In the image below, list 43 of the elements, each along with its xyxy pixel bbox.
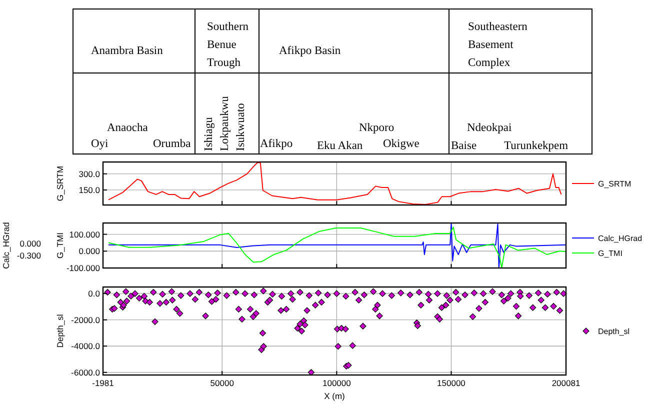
text: Nkporo [359,122,394,134]
line-series [108,162,562,205]
text: Turunkekpem [504,140,568,152]
y-tick-label: 300.0 [78,168,100,179]
y-tick-label: 0.0 [88,288,100,299]
text: Eku Akan [317,140,363,152]
text: Ndeokpai [467,122,512,134]
y-tick-label: 150.0 [78,184,100,195]
text: Ishiagu [203,116,215,151]
x-tick-label: 150000 [437,378,466,388]
x-tick-label: 200081 [552,378,580,388]
legend-label: Calc_HGrad [598,234,642,243]
text: Isukwuato [235,102,247,151]
text: Okigwe [383,138,420,150]
y-tick-label: -4000.0 [71,341,100,352]
x-tick-label: 50000 [210,378,234,388]
y-tick-label: 100.000 [69,229,100,240]
y-axis-title: Depth_sl [55,314,65,348]
y2-tick-label: -0.300 [16,250,42,260]
y-tick-label: 0.000 [78,246,100,256]
y-tick-label: -2000.0 [71,314,100,325]
text: Southern Benue Trough [207,21,249,69]
text: Anambra Basin [91,45,164,57]
legend-label: G_SRTM [598,180,632,188]
y-tick-label: -100.000 [66,263,100,273]
x-axis-title: X (m) [324,391,346,401]
text: Oyi [91,138,108,150]
y-tick-label: -6000.0 [71,367,100,378]
text: Baise [451,140,477,152]
x-tick-label: -1981 [92,378,114,388]
text: Anaocha [107,122,148,134]
y2-axis-title: Calc_HGrad [1,222,11,269]
legend-label: G_TMI [598,249,622,258]
x-tick-label: 100000 [322,378,352,388]
text: Southeastern Basement Complex [468,21,528,69]
text: Lokpaukwu [219,96,231,151]
text: Afikpo Basin [279,45,341,57]
text: Orumba [153,138,191,150]
legend-label: Depth_sl [598,327,630,336]
text: Afikpo [260,138,293,150]
y-axis-title: G_TMI [55,232,65,258]
y2-tick-label: 0.000 [20,238,42,248]
y-axis-title: G_SRTM [55,166,65,202]
